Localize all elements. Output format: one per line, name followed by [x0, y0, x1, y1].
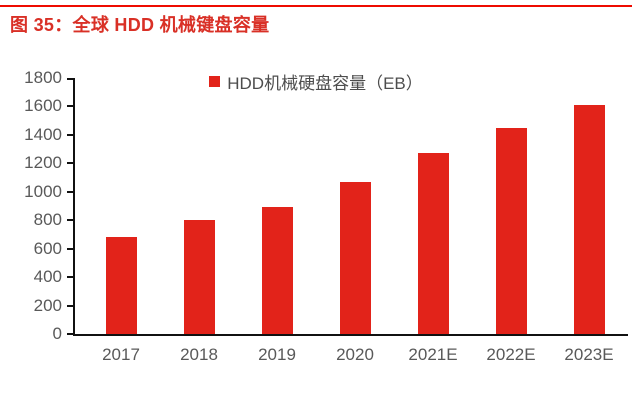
x-axis-labels: 2017 2018 2019 2020 2021E 2022E 2023E — [75, 345, 628, 365]
bar-slot — [472, 78, 550, 334]
figure-title: 图 35：全球 HDD 机械键盘容量 — [10, 15, 270, 35]
bar-slot — [238, 78, 316, 334]
y-tick — [67, 190, 73, 193]
legend-label: HDD机械硬盘容量（EB） — [227, 73, 423, 93]
x-tick-label: 2018 — [180, 345, 218, 364]
top-divider-line — [0, 5, 632, 7]
bar — [417, 153, 449, 334]
bar — [339, 181, 371, 334]
x-tick-label: 2022E — [486, 345, 536, 364]
y-tick — [67, 105, 73, 108]
bar-slot — [316, 78, 394, 334]
bar — [105, 237, 137, 334]
bars-container — [75, 78, 628, 334]
y-tick-label: 800 — [33, 210, 62, 230]
bar-slot — [160, 78, 238, 334]
y-axis-line — [73, 78, 75, 336]
x-tick-label: 2023E — [564, 345, 614, 364]
bar-slot — [82, 78, 160, 334]
x-tick-label: 2019 — [258, 345, 296, 364]
bar — [573, 105, 605, 334]
y-tick-label: 1800 — [24, 68, 62, 87]
y-tick — [67, 78, 73, 80]
y-tick — [67, 133, 73, 136]
bar — [261, 207, 293, 334]
x-tick-label: 2017 — [102, 345, 140, 364]
bar — [495, 127, 527, 334]
bar-slot — [394, 78, 472, 334]
y-tick-label: 600 — [33, 238, 62, 258]
chart-legend: HDD机械硬盘容量（EB） — [0, 70, 632, 93]
y-tick — [67, 219, 73, 222]
y-tick — [67, 247, 73, 250]
y-tick-label: 200 — [33, 295, 62, 315]
y-tick — [67, 276, 73, 279]
x-tick-label: 2021E — [408, 345, 458, 364]
x-axis-line — [73, 334, 628, 336]
y-tick-label: 0 — [52, 324, 62, 343]
y-tick-label: 400 — [33, 267, 62, 287]
y-tick-label: 1400 — [24, 124, 62, 144]
bar-slot — [550, 78, 628, 334]
bar — [183, 220, 215, 334]
legend-swatch-icon — [209, 75, 221, 87]
plot-area: 0 200 400 600 800 1000 1200 1400 1600 1800 2017 20… — [24, 68, 628, 364]
y-tick-label: 1000 — [24, 181, 62, 201]
y-tick — [67, 162, 73, 165]
y-tick-label: 1600 — [24, 96, 62, 116]
x-tick-label: 2020 — [336, 345, 374, 364]
y-tick — [67, 304, 73, 307]
y-tick-label: 1200 — [24, 153, 62, 173]
y-tick — [67, 333, 73, 335]
